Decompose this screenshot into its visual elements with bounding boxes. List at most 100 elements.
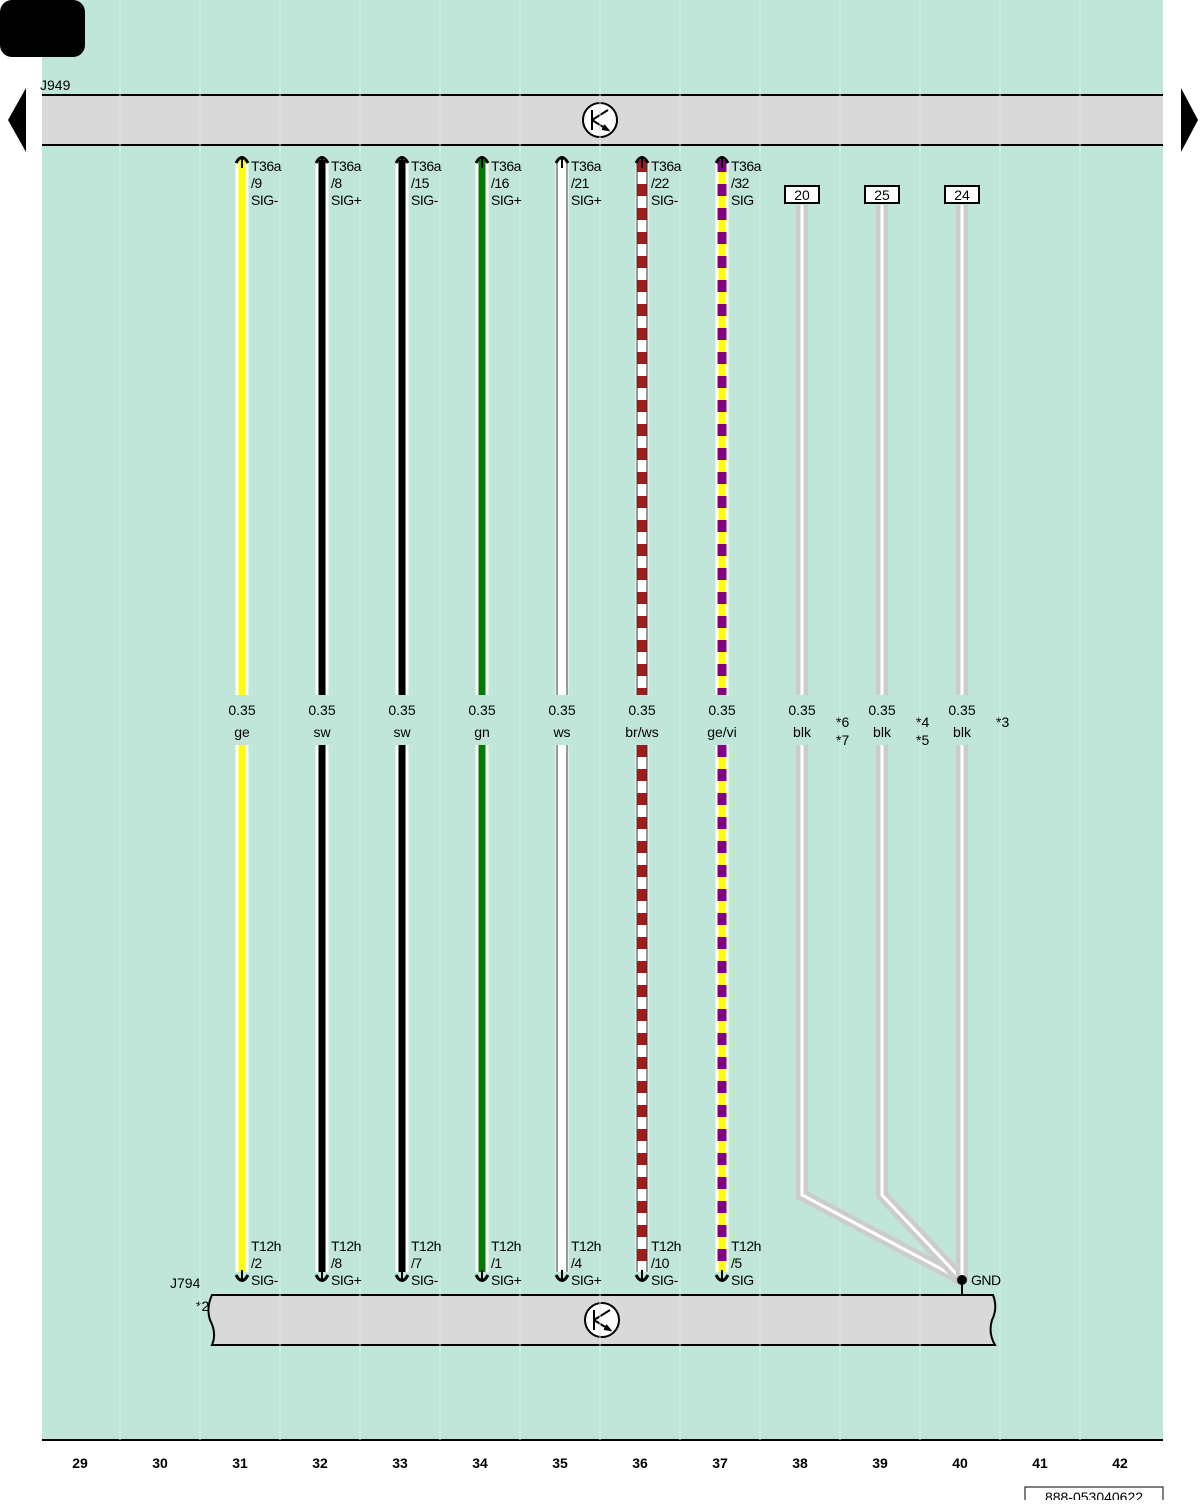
column-number: 40 bbox=[952, 1455, 968, 1471]
wire-size: 0.35 bbox=[868, 702, 895, 718]
top-pin-label: T36a bbox=[731, 158, 762, 174]
connector-pin bbox=[714, 156, 730, 164]
top-pin-label: T36a bbox=[491, 158, 522, 174]
column-number: 29 bbox=[72, 1455, 88, 1471]
bottom-pin-label: SIG+ bbox=[571, 1272, 602, 1288]
top-pin-label: T36a bbox=[251, 158, 282, 174]
wire-size: 0.35 bbox=[708, 702, 735, 718]
document-id: 888-053040622 bbox=[1045, 1489, 1143, 1500]
wire-size: 0.35 bbox=[228, 702, 255, 718]
top-pin-label: T36a bbox=[651, 158, 682, 174]
terminal-number: 25 bbox=[874, 187, 890, 203]
bottom-pin-label: T12h bbox=[571, 1238, 601, 1254]
top-pin-label: /32 bbox=[731, 175, 750, 191]
wire-note: *3 bbox=[996, 714, 1009, 730]
connector-pin bbox=[314, 156, 330, 164]
wire-color-code: ge bbox=[234, 724, 250, 740]
wire-note: *4 bbox=[916, 714, 929, 730]
bottom-pin-label: T12h bbox=[731, 1238, 761, 1254]
bottom-pin-label: /4 bbox=[571, 1255, 582, 1271]
bottom-pin-label: SIG- bbox=[411, 1272, 439, 1288]
bottom-pin-label: /1 bbox=[491, 1255, 502, 1271]
bottom-pin-label: T12h bbox=[651, 1238, 681, 1254]
bottom-pin-label: SIG+ bbox=[331, 1272, 362, 1288]
wire-size: 0.35 bbox=[948, 702, 975, 718]
prev-arrow[interactable] bbox=[8, 88, 26, 152]
next-arrow[interactable] bbox=[1181, 88, 1198, 152]
wire-color-code: sw bbox=[313, 724, 331, 740]
wire-color-code: br/ws bbox=[625, 724, 658, 740]
top-pin-label: SIG- bbox=[251, 192, 279, 208]
top-pin-label: /9 bbox=[251, 175, 262, 191]
bottom-pin-label: T12h bbox=[251, 1238, 281, 1254]
wire-color-code: ws bbox=[552, 724, 570, 740]
wire-color-code: ge/vi bbox=[707, 724, 737, 740]
page-tab bbox=[0, 0, 85, 57]
column-number: 36 bbox=[632, 1455, 648, 1471]
connector-pin bbox=[634, 156, 650, 164]
connector-pin bbox=[554, 1274, 570, 1282]
column-number: 41 bbox=[1032, 1455, 1048, 1471]
connector-pin bbox=[474, 1274, 490, 1282]
wire-size: 0.35 bbox=[548, 702, 575, 718]
connector-pin bbox=[554, 156, 570, 164]
bottom-module-label: J794 bbox=[170, 1275, 201, 1291]
wire-size: 0.35 bbox=[388, 702, 415, 718]
terminal-box bbox=[944, 185, 980, 204]
bottom-pin-label: /8 bbox=[331, 1255, 342, 1271]
terminal-box bbox=[784, 185, 820, 204]
top-pin-label: T36a bbox=[411, 158, 442, 174]
connector-pin bbox=[634, 1274, 650, 1282]
top-pin-label: /8 bbox=[331, 175, 342, 191]
top-pin-label: T36a bbox=[571, 158, 602, 174]
connector-pin bbox=[714, 1274, 730, 1282]
top-pin-label: /16 bbox=[491, 175, 510, 191]
ground-wire-core bbox=[880, 745, 964, 1282]
bottom-pin-label: /2 bbox=[251, 1255, 262, 1271]
bottom-pin-label: SIG+ bbox=[491, 1272, 522, 1288]
wire-size: 0.35 bbox=[308, 702, 335, 718]
column-number: 42 bbox=[1112, 1455, 1128, 1471]
bottom-pin-label: /10 bbox=[651, 1255, 670, 1271]
column-number: 39 bbox=[872, 1455, 888, 1471]
connector-pin bbox=[474, 156, 490, 164]
wire-note: *6 bbox=[836, 714, 849, 730]
connector-pin bbox=[394, 1274, 410, 1282]
column-number: 34 bbox=[472, 1455, 488, 1471]
top-pin-label: T36a bbox=[331, 158, 362, 174]
connector-pin bbox=[234, 1274, 250, 1282]
top-pin-label: SIG- bbox=[411, 192, 439, 208]
bottom-pin-label: T12h bbox=[491, 1238, 521, 1254]
wire-color-code: blk bbox=[793, 724, 812, 740]
column-number: 31 bbox=[232, 1455, 248, 1471]
bottom-pin-label: /5 bbox=[731, 1255, 742, 1271]
wire-size: 0.35 bbox=[788, 702, 815, 718]
column-number: 35 bbox=[552, 1455, 568, 1471]
wire-color-code: gn bbox=[474, 724, 490, 740]
bottom-module-note: *2 bbox=[196, 1298, 209, 1314]
ground-label: GND bbox=[971, 1272, 1001, 1288]
column-number: 33 bbox=[392, 1455, 408, 1471]
top-pin-label: SIG bbox=[731, 192, 754, 208]
bottom-pin-label: SIG- bbox=[651, 1272, 679, 1288]
connector-pin bbox=[234, 156, 250, 164]
bottom-pin-label: SIG bbox=[731, 1272, 754, 1288]
top-pin-label: /21 bbox=[571, 175, 590, 191]
wire-note: *5 bbox=[916, 732, 929, 748]
background bbox=[42, 0, 1163, 1440]
terminal-number: 20 bbox=[794, 187, 810, 203]
wire-size: 0.35 bbox=[628, 702, 655, 718]
top-pin-label: SIG+ bbox=[571, 192, 602, 208]
top-pin-label: SIG+ bbox=[331, 192, 362, 208]
wire-note: *7 bbox=[836, 732, 849, 748]
top-pin-label: /15 bbox=[411, 175, 430, 191]
terminal-number: 24 bbox=[954, 187, 970, 203]
bottom-pin-label: T12h bbox=[331, 1238, 361, 1254]
connector-pin bbox=[314, 1274, 330, 1282]
ground-point bbox=[957, 1275, 967, 1285]
terminal-box bbox=[864, 185, 900, 204]
column-number: 38 bbox=[792, 1455, 808, 1471]
top-pin-label: /22 bbox=[651, 175, 670, 191]
bottom-pin-label: T12h bbox=[411, 1238, 441, 1254]
